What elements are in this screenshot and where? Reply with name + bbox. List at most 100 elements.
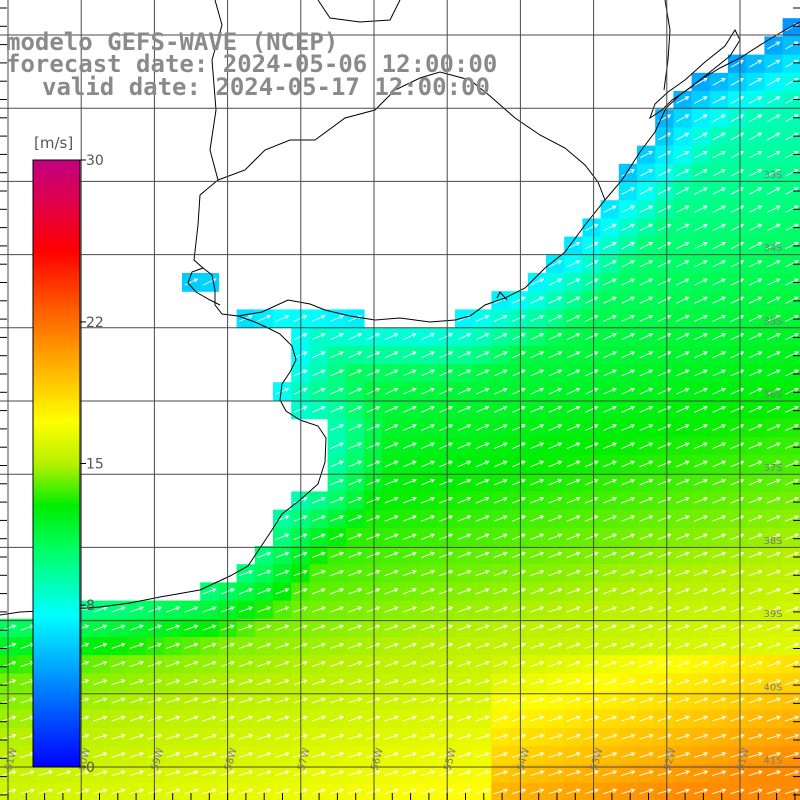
forecast-date: forecast date: 2024-05-06 12:00:00 xyxy=(6,50,498,78)
wind-arrow xyxy=(712,96,726,104)
wind-arrow xyxy=(675,697,690,704)
wind-arrow xyxy=(420,642,436,649)
wind-arrow xyxy=(730,496,745,504)
wind-arrow xyxy=(712,442,727,450)
wind-arrow xyxy=(257,715,272,722)
wind-arrow xyxy=(457,442,472,450)
wind-arrow xyxy=(311,788,327,795)
wind-arrow xyxy=(202,606,217,613)
wind-arrow xyxy=(748,78,763,86)
wind-arrow xyxy=(111,733,126,740)
wind-arrow xyxy=(675,405,690,413)
wind-arrow xyxy=(93,642,108,649)
wind-arrow xyxy=(439,551,454,559)
wind-arrow xyxy=(639,314,654,322)
wind-arrow xyxy=(457,387,472,395)
wind-arrow xyxy=(785,460,800,468)
wind-arrow xyxy=(675,442,690,450)
wind-arrow xyxy=(548,770,563,777)
wind-arrow xyxy=(2,733,17,740)
wind-arrow xyxy=(439,496,454,504)
wind-arrow xyxy=(767,296,781,304)
wind-arrow xyxy=(639,333,654,341)
wind-arrow xyxy=(457,333,472,341)
wind-arrow xyxy=(548,588,563,595)
wind-arrow xyxy=(548,569,563,577)
wind-arrow xyxy=(766,569,781,577)
wind-arrow xyxy=(785,205,799,213)
wind-arrow xyxy=(530,606,545,613)
wind-arrow xyxy=(566,715,581,722)
wind-arrow xyxy=(748,588,763,595)
wind-arrow xyxy=(329,770,345,777)
wind-arrow xyxy=(712,333,727,341)
wind-arrow xyxy=(530,733,545,740)
wind-arrow xyxy=(184,751,199,758)
wind-arrow xyxy=(384,351,399,359)
wind-arrow xyxy=(457,478,472,486)
wind-arrow xyxy=(530,642,545,649)
wind-arrow xyxy=(348,496,363,504)
wind-arrow xyxy=(548,496,563,504)
wind-arrow xyxy=(694,533,709,540)
wind-arrow xyxy=(475,606,490,613)
wind-arrow xyxy=(511,569,527,577)
wind-arrow xyxy=(584,770,600,777)
wind-arrow xyxy=(675,660,690,668)
wind-arrow xyxy=(366,551,381,559)
wind-arrow xyxy=(329,733,345,740)
wind-arrow xyxy=(657,697,672,704)
wind-arrow xyxy=(439,351,454,359)
wind-arrow xyxy=(548,460,563,468)
wind-arrow xyxy=(129,751,145,758)
wind-arrow xyxy=(329,697,345,704)
wind-arrow xyxy=(785,351,799,359)
wind-arrow xyxy=(639,588,654,595)
wind-arrow xyxy=(603,478,618,486)
wind-arrow xyxy=(712,770,727,777)
wind-arrow xyxy=(530,624,545,631)
wind-arrow xyxy=(675,715,691,722)
wind-arrow xyxy=(785,187,799,195)
wind-arrow xyxy=(493,515,508,522)
wind-arrow xyxy=(566,770,581,777)
wind-arrow xyxy=(766,770,782,777)
wind-arrow xyxy=(621,642,636,649)
wind-arrow xyxy=(548,551,563,559)
wind-arrow xyxy=(657,169,672,177)
wind-arrow xyxy=(530,333,545,341)
wind-arrow xyxy=(566,733,581,740)
wind-arrow xyxy=(676,260,690,268)
wind-arrow xyxy=(129,715,145,722)
wind-arrow xyxy=(712,788,727,795)
wind-arrow xyxy=(384,405,399,413)
wind-arrow xyxy=(166,642,181,649)
wind-arrow xyxy=(421,369,435,377)
wind-arrow xyxy=(675,788,691,795)
wind-arrow xyxy=(184,715,199,722)
wind-arrow xyxy=(712,478,727,486)
wind-arrow xyxy=(693,569,709,577)
wind-arrow xyxy=(657,187,672,195)
wind-arrow xyxy=(475,351,490,359)
wind-arrow xyxy=(694,551,709,559)
wind-arrow xyxy=(475,697,490,704)
wind-arrow xyxy=(675,606,690,613)
wind-arrow xyxy=(693,660,709,668)
wind-arrow xyxy=(639,660,654,668)
wind-arrow xyxy=(603,515,618,522)
wind-arrow xyxy=(785,442,800,450)
wind-arrow xyxy=(366,606,381,613)
border-top-path xyxy=(317,0,671,91)
wind-arrow xyxy=(475,733,490,740)
wind-arrow xyxy=(602,788,618,795)
wind-arrow xyxy=(639,187,654,195)
wind-arrow xyxy=(766,697,781,704)
wind-arrow xyxy=(530,460,545,468)
wind-arrow xyxy=(493,460,508,468)
wind-arrow xyxy=(584,697,599,704)
wind-arrow xyxy=(730,624,745,631)
wind-arrow xyxy=(475,588,490,595)
wind-arrow xyxy=(457,642,472,649)
wind-arrow xyxy=(202,733,217,740)
